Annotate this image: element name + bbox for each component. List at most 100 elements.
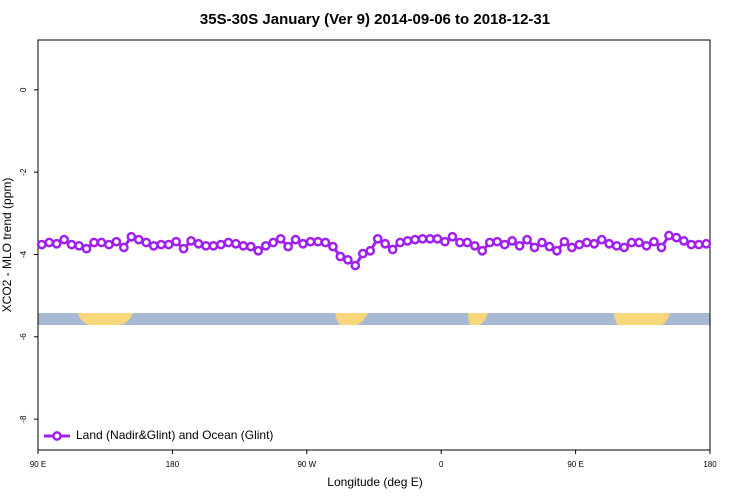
point: [275, 233, 286, 244]
land-ocean-strip: [38, 313, 710, 325]
point: [245, 241, 256, 252]
point: [193, 238, 204, 249]
point: [268, 237, 279, 248]
y-tick-label: -4: [19, 250, 28, 258]
point: [343, 254, 353, 265]
point: [664, 230, 674, 241]
x-tick-label: 90 E: [567, 460, 583, 469]
x-tick-label: 0: [439, 460, 444, 469]
point: [701, 238, 712, 249]
point: [96, 237, 107, 248]
point: [313, 236, 323, 247]
point: [365, 245, 376, 256]
point: [425, 233, 435, 244]
y-tick-label: -6: [19, 333, 28, 341]
point: [328, 241, 338, 252]
point: [201, 240, 211, 251]
point: [216, 239, 226, 250]
point: [178, 243, 189, 254]
point: [208, 240, 219, 251]
point: [36, 239, 47, 250]
point: [186, 236, 196, 246]
point: [626, 237, 637, 248]
point: [148, 240, 159, 251]
point: [432, 233, 443, 244]
point: [156, 239, 167, 250]
x-tick-label: 180: [166, 460, 180, 469]
point: [634, 237, 644, 248]
point: [305, 236, 316, 247]
point: [604, 238, 615, 249]
point: [320, 237, 331, 248]
point: [111, 236, 122, 247]
x-tick-label: 90 E: [30, 460, 46, 469]
point: [567, 242, 577, 253]
x-axis-label: Longitude (deg E): [327, 475, 422, 489]
point: [484, 237, 495, 248]
point: [387, 244, 398, 255]
x-tick-label: 90 W: [297, 460, 316, 469]
point: [552, 245, 562, 256]
point: [171, 236, 181, 247]
point: [417, 233, 428, 244]
point: [619, 242, 629, 253]
point: [447, 231, 458, 242]
point: [492, 236, 503, 247]
point: [133, 234, 144, 245]
legend-label: Land (Nadir&Glint) and Ocean (Glint): [76, 428, 273, 442]
point: [163, 239, 174, 250]
point: [440, 236, 450, 247]
point: [119, 242, 129, 253]
land-patch: [78, 313, 133, 325]
land-patch: [468, 313, 488, 325]
point: [66, 239, 77, 250]
point: [559, 236, 570, 247]
point: [283, 241, 293, 252]
point: [477, 245, 488, 256]
point: [372, 233, 383, 244]
chart-title: 35S-30S January (Ver 9) 2014-09-06 to 20…: [200, 11, 550, 28]
point: [611, 240, 622, 251]
point: [253, 245, 264, 256]
point: [402, 236, 413, 246]
point: [126, 231, 137, 242]
x-tick-label: 180: [703, 460, 717, 469]
point: [462, 237, 473, 248]
point: [544, 241, 555, 252]
point: [231, 238, 241, 249]
legend-marker: [52, 431, 62, 441]
point: [469, 240, 480, 251]
point: [141, 237, 152, 248]
point: [596, 234, 607, 245]
point: [298, 238, 308, 249]
point: [649, 236, 659, 247]
point: [499, 239, 510, 250]
point: [238, 240, 249, 251]
point: [290, 234, 301, 245]
point: [671, 232, 682, 243]
point: [693, 239, 704, 250]
point: [410, 234, 420, 245]
point: [89, 237, 99, 248]
point: [380, 238, 391, 249]
point: [641, 240, 652, 251]
point: [59, 234, 69, 245]
point: [74, 240, 84, 251]
point: [51, 238, 62, 249]
legend-item: Land (Nadir&Glint) and Ocean (Glint): [44, 428, 273, 442]
ocean-strip: [38, 313, 710, 325]
land-patch: [335, 313, 368, 325]
point: [223, 237, 234, 248]
point: [335, 251, 346, 262]
point: [514, 240, 525, 251]
point: [357, 248, 368, 259]
y-tick-label: -8: [19, 415, 28, 423]
point: [507, 236, 517, 246]
point: [81, 243, 92, 254]
point: [581, 237, 592, 248]
point: [574, 239, 585, 250]
point: [679, 236, 689, 246]
point: [260, 240, 271, 251]
y-tick-label: -2: [19, 168, 28, 176]
point: [455, 237, 465, 248]
